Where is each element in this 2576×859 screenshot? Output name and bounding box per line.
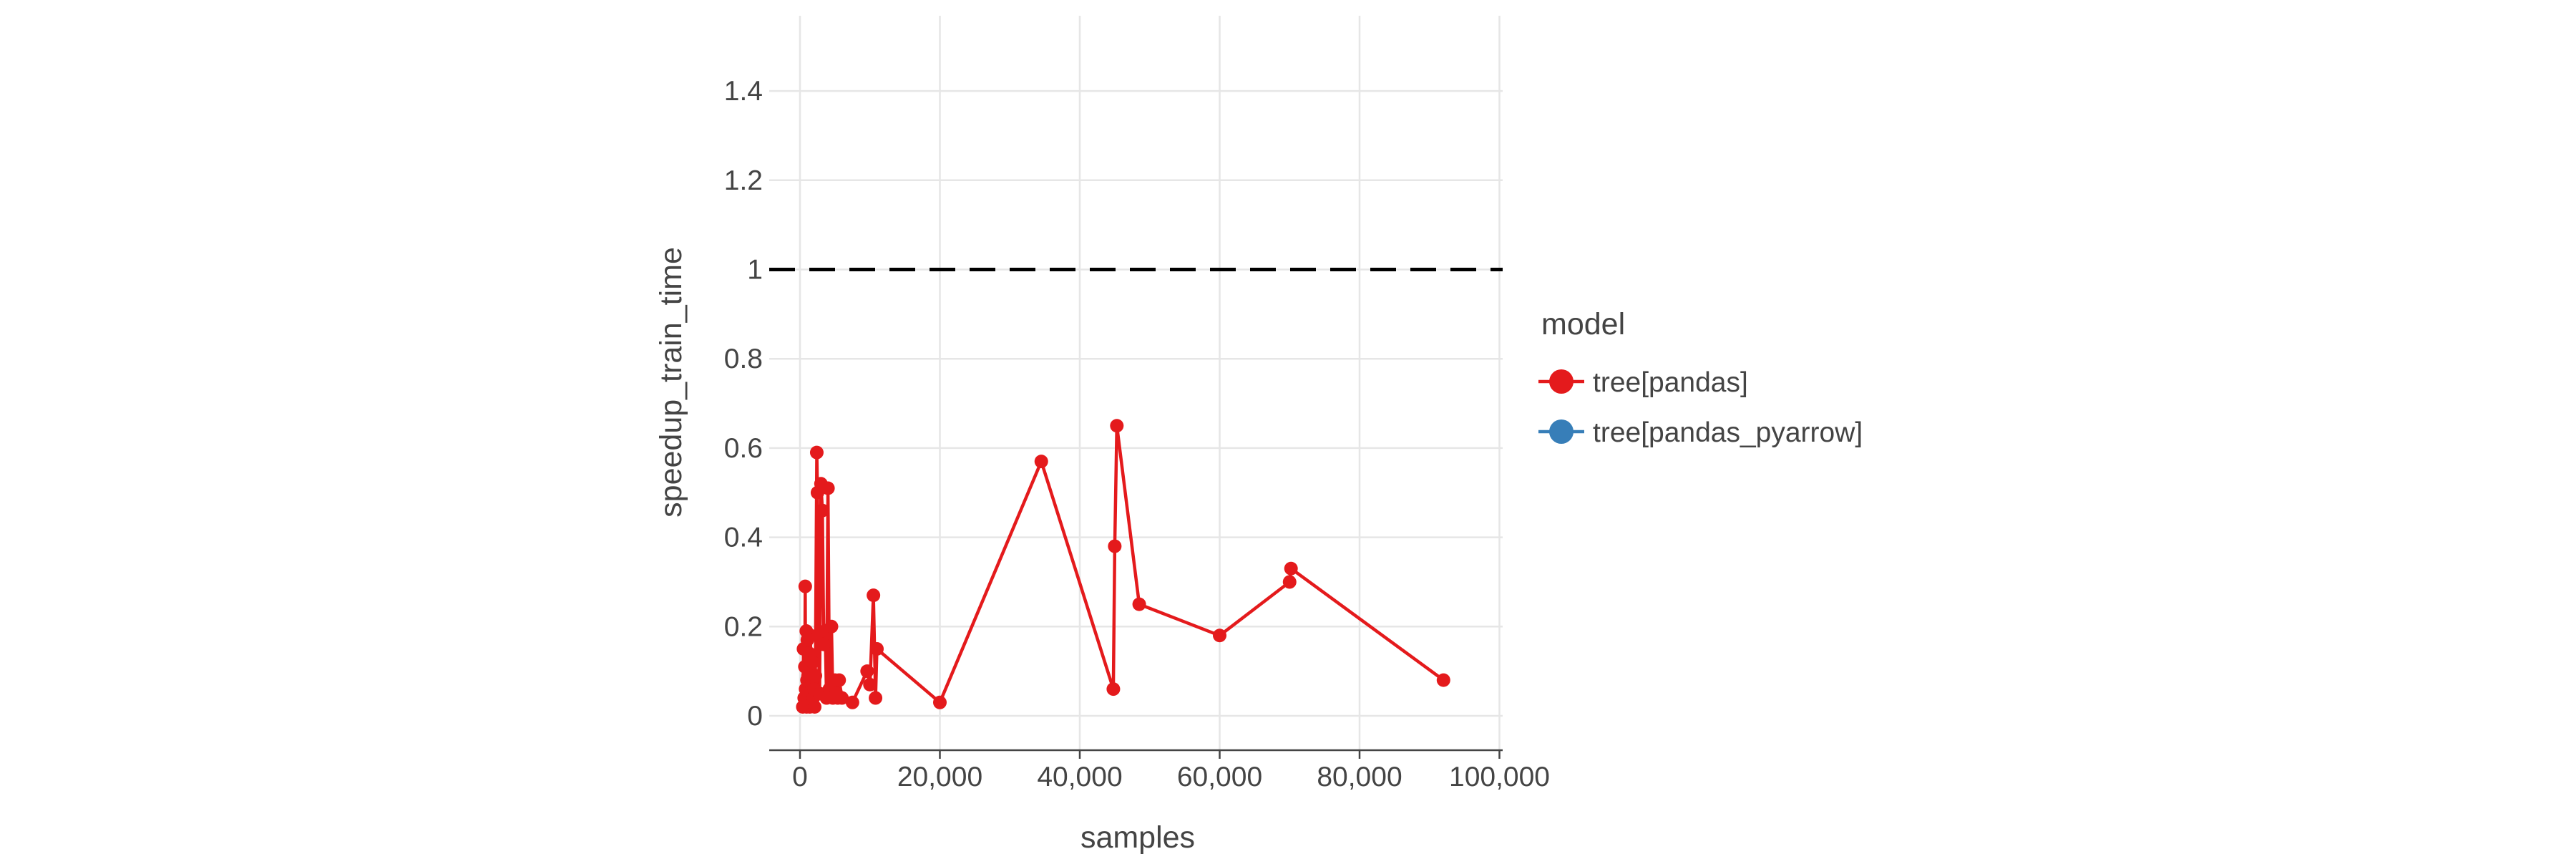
data-point [1108, 539, 1122, 553]
data-point [860, 664, 874, 679]
x-tick-label: 80,000 [1317, 762, 1402, 792]
data-point [809, 445, 824, 460]
y-tick-label: 1 [747, 255, 763, 286]
y-tick-label: 1.2 [724, 165, 763, 196]
data-point [1034, 455, 1048, 469]
data-point [867, 588, 881, 603]
data-point [1213, 629, 1226, 643]
data-point [815, 503, 829, 518]
data-point [821, 481, 835, 495]
series-group [796, 419, 1450, 714]
data-point [1282, 575, 1297, 589]
y-tick-label: 0.8 [724, 344, 763, 374]
legend-entries: tree[pandas] tree[pandas_pyarrow] [1538, 367, 1863, 448]
data-point [1284, 561, 1298, 576]
data-point [845, 695, 859, 709]
y-tick-label: 1.4 [724, 76, 763, 107]
data-point [933, 695, 947, 709]
data-point [1436, 673, 1450, 687]
y-tick-label: 0.4 [724, 523, 763, 553]
x-tick-label: 60,000 [1177, 762, 1262, 792]
legend: model tree[pandas] tree[pandas_pyarrow] [1538, 307, 1863, 448]
x-tick-label: 100,000 [1449, 762, 1550, 792]
series-line [801, 424, 1445, 709]
y-tick-label: 0.2 [724, 611, 763, 642]
data-point [835, 691, 849, 705]
x-axis-title: samples [1080, 820, 1195, 855]
grid [769, 16, 1503, 750]
legend-entry: tree[pandas] [1538, 367, 1748, 398]
data-point [798, 579, 812, 593]
data-point [870, 641, 884, 656]
legend-title: model [1541, 307, 1625, 341]
legend-entry: tree[pandas_pyarrow] [1538, 417, 1863, 448]
tick-labels: 0 20,000 40,000 60,000 80,000 100,000 0 0.2 0.4 0… [724, 76, 1550, 792]
data-point [1110, 419, 1124, 433]
x-tick-label: 40,000 [1037, 762, 1122, 792]
y-axis-title: speedup_train_time [654, 247, 688, 518]
y-tick-label: 0.6 [724, 433, 763, 464]
data-point [1132, 597, 1146, 611]
data-point [832, 673, 847, 687]
legend-label: tree[pandas] [1593, 367, 1748, 398]
data-point [1106, 682, 1121, 697]
data-point [806, 655, 820, 669]
x-tick-label: 20,000 [897, 762, 982, 792]
legend-marker [1549, 419, 1574, 444]
legend-label: tree[pandas_pyarrow] [1593, 417, 1863, 448]
y-tick-label: 0 [747, 701, 763, 732]
x-tick-label: 0 [792, 762, 808, 792]
data-point [809, 669, 823, 683]
data-point [816, 637, 831, 651]
axes [769, 749, 1503, 759]
legend-marker [1549, 369, 1574, 394]
data-point [824, 619, 839, 634]
data-point [869, 691, 883, 705]
data-point [863, 677, 877, 691]
data-point [808, 700, 822, 714]
